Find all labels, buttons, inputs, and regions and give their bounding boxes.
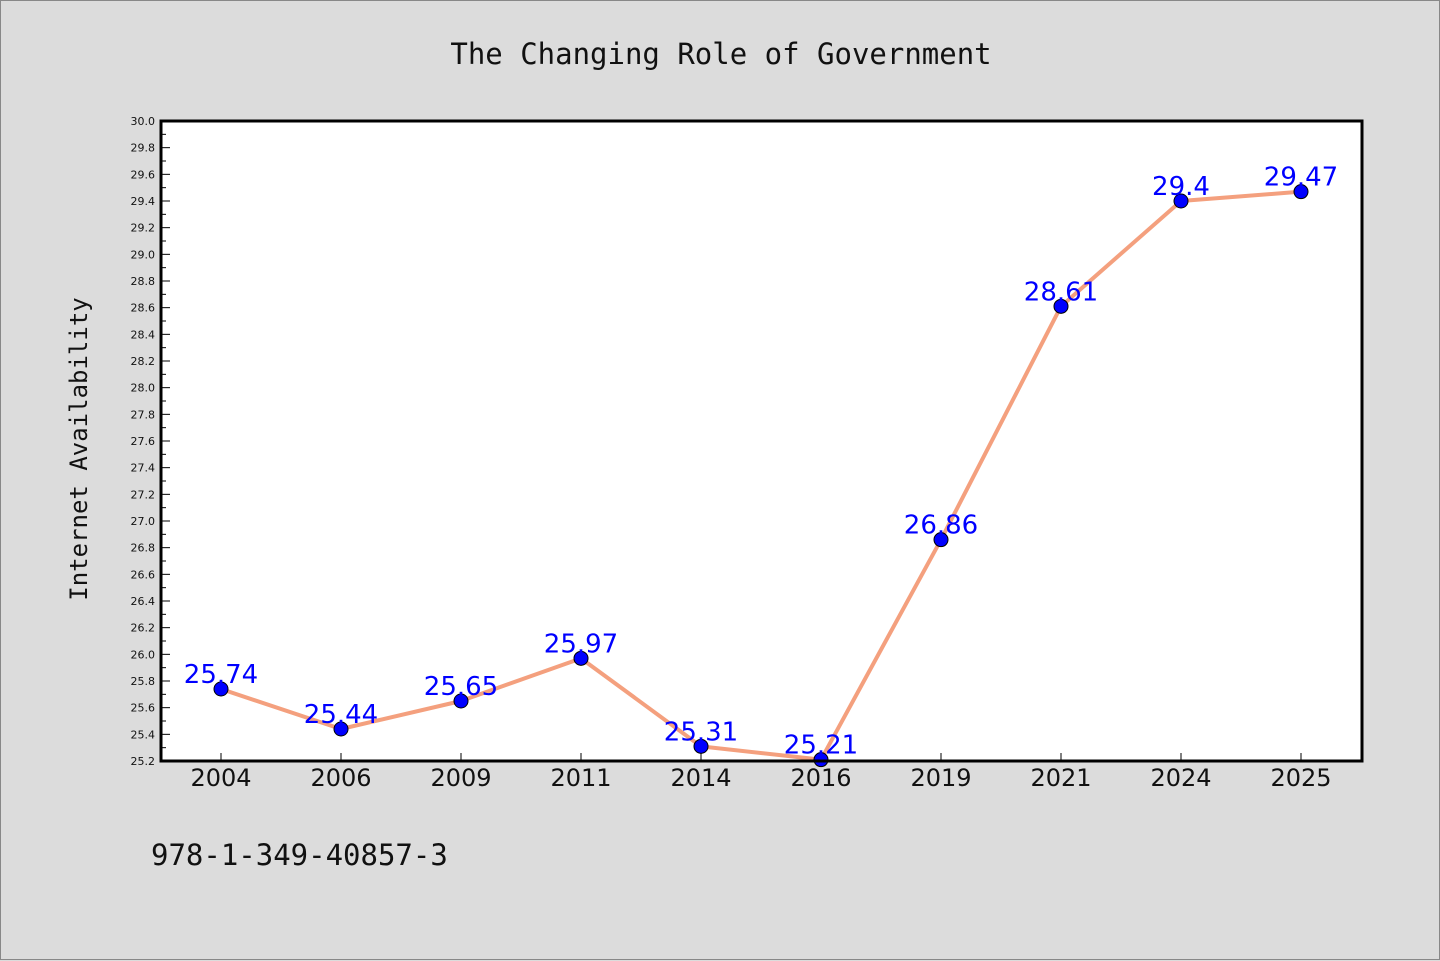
y-tick-label: 28.8: [131, 275, 156, 288]
plot-area: [161, 121, 1362, 761]
y-tick-label: 27.4: [131, 462, 156, 475]
data-label: 29.4: [1152, 172, 1210, 202]
data-label: 25.97: [544, 629, 618, 659]
data-point: [693, 738, 709, 754]
y-tick-label: 27.6: [131, 435, 156, 448]
x-tick-label: 2011: [550, 764, 611, 792]
x-tick-label: 2004: [190, 764, 251, 792]
y-tick-label: 26.0: [131, 648, 156, 661]
y-tick-label: 30.0: [131, 115, 156, 128]
x-axis: 2004 2006 2009 2011 2014 2016 2019 2021 2024 2025: [190, 753, 1332, 792]
data-point: [933, 532, 949, 548]
y-tick-label: 28.2: [131, 355, 156, 368]
data-point: [573, 650, 589, 666]
y-tick-label: 25.8: [131, 675, 156, 688]
y-tick-label: 29.6: [131, 168, 156, 181]
x-tick-label: 2025: [1270, 764, 1331, 792]
data-label: 25.65: [424, 672, 498, 702]
y-tick-label: 25.4: [131, 728, 156, 741]
y-tick-label: 26.8: [131, 542, 156, 555]
data-point: [1053, 298, 1069, 314]
data-point: [1173, 193, 1189, 209]
y-tick-label: 27.8: [131, 408, 156, 421]
y-tick-label: 25.6: [131, 702, 156, 715]
data-labels: 25.74 25.44 25.65 25.97 25.31 25.21 26.86 28.61…: [184, 163, 1338, 761]
y-tick-label: 26.6: [131, 568, 156, 581]
data-label: 26.86: [904, 511, 978, 541]
x-tick-label: 2009: [430, 764, 491, 792]
data-point: [333, 721, 349, 737]
data-label: 25.21: [784, 731, 858, 761]
data-label: 28.61: [1024, 277, 1098, 307]
y-axis: 25.2 25.4 25.6 25.8 26.0 26.2 26.4 26.6 26.8 27.0…: [131, 115, 170, 768]
y-tick-label: 29.0: [131, 248, 156, 261]
data-label: 25.44: [304, 700, 378, 730]
y-tick-label: 28.0: [131, 382, 156, 395]
y-tick-label: 26.2: [131, 622, 156, 635]
data-point: [453, 693, 469, 709]
x-tick-label: 2016: [790, 764, 851, 792]
data-label: 25.31: [664, 717, 738, 747]
y-tick-label: 29.2: [131, 222, 156, 235]
x-tick-label: 2021: [1030, 764, 1091, 792]
y-tick-label: 26.4: [131, 595, 156, 608]
y-tick-label: 29.4: [131, 195, 156, 208]
chart-title: The Changing Role of Government: [450, 37, 991, 71]
y-tick-label: 27.0: [131, 515, 156, 528]
data-point: [1293, 184, 1309, 200]
y-tick-label: 28.6: [131, 302, 156, 315]
x-tick-label: 2006: [310, 764, 371, 792]
isbn-text: 978-1-349-40857-3: [151, 838, 448, 872]
data-point: [213, 681, 229, 697]
y-tick-label: 27.2: [131, 488, 156, 501]
y-tick-label: 28.4: [131, 328, 156, 341]
y-tick-label: 29.8: [131, 142, 156, 155]
y-tick-label: 25.2: [131, 755, 156, 768]
x-tick-label: 2024: [1150, 764, 1211, 792]
data-label: 25.74: [184, 660, 258, 690]
y-axis-label: Internet Availability: [65, 297, 93, 600]
plot-border: [159, 119, 1364, 763]
data-label: 29.47: [1264, 163, 1338, 193]
x-tick-label: 2014: [670, 764, 731, 792]
series-line: [220, 189, 1302, 762]
x-tick-label: 2019: [910, 764, 971, 792]
